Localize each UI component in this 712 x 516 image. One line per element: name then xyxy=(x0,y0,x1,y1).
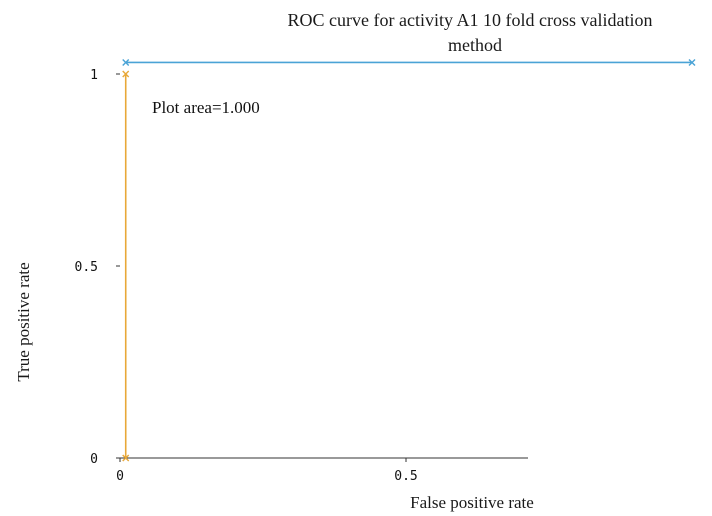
y-axis-label: True positive rate xyxy=(14,262,33,381)
series-0-point xyxy=(122,454,130,462)
series-1-point xyxy=(688,58,696,66)
series-group xyxy=(122,58,696,462)
plot-area-annotation: Plot area=1.000 xyxy=(152,98,260,117)
x-tick-label: 0 xyxy=(116,469,124,484)
tick-group: 0 0.5 0 0.5 1 xyxy=(75,68,418,484)
series-1-point xyxy=(122,58,130,66)
x-axis-label: False positive rate xyxy=(410,493,534,512)
series-0-point xyxy=(122,70,130,78)
chart-title: ROC curve for activity A1 10 fold cross … xyxy=(240,8,700,58)
x-tick-label: 0.5 xyxy=(394,469,417,484)
y-tick-label: 0.5 xyxy=(75,260,98,275)
chart-title-line-2: method xyxy=(448,35,502,55)
chart-title-line-1: ROC curve for activity A1 10 fold cross … xyxy=(287,10,653,30)
y-tick-label: 1 xyxy=(90,68,98,83)
y-tick-label: 0 xyxy=(90,452,98,467)
